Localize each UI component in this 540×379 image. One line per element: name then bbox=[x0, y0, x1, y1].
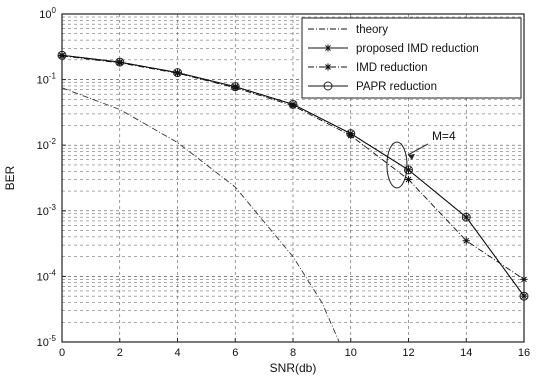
data-point-circle bbox=[173, 68, 182, 78]
x-axis-label: SNR(db) bbox=[270, 361, 317, 375]
legend-box bbox=[301, 17, 522, 99]
x-tick-label: 2 bbox=[117, 347, 123, 359]
annotation-label: M=4 bbox=[432, 129, 456, 143]
legend: theory proposed IMD reduction IMD reductio… bbox=[301, 17, 522, 99]
y-axis-ticks: 100 10-1 10-2 10-3 10-4 10-5 bbox=[37, 6, 66, 349]
series-line-3 bbox=[61, 54, 525, 297]
data-point-circle bbox=[57, 50, 67, 60]
y-tick-label: 10-4 bbox=[37, 268, 57, 283]
y-tick-label: 10-5 bbox=[37, 334, 57, 349]
y-tick-label: 10-2 bbox=[37, 137, 57, 152]
annotation-arrowhead bbox=[407, 153, 415, 160]
data-point-star bbox=[289, 102, 297, 110]
data-point-circle bbox=[519, 291, 529, 301]
legend-label: PAPR reduction bbox=[356, 81, 437, 93]
x-tick-label: 8 bbox=[290, 347, 296, 359]
data-point-star bbox=[404, 175, 413, 184]
legend-item: IMD reduction bbox=[308, 62, 428, 74]
data-point-star bbox=[116, 59, 124, 67]
x-tick-label: 4 bbox=[174, 347, 180, 359]
x-tick-label: 12 bbox=[402, 347, 414, 359]
legend-star-marker bbox=[324, 44, 332, 52]
x-tick-label: 10 bbox=[345, 347, 357, 359]
legend-item: proposed IMD reduction bbox=[308, 43, 479, 55]
data-point-star bbox=[231, 84, 239, 92]
data-point-circle bbox=[461, 212, 471, 222]
x-tick-label: 0 bbox=[59, 347, 65, 359]
x-tick-label: 14 bbox=[460, 347, 472, 359]
annotation-ellipse bbox=[386, 141, 408, 189]
series-line-0 bbox=[61, 87, 340, 343]
y-tick-label: 10-3 bbox=[37, 203, 57, 218]
y-axis-label: BER bbox=[3, 165, 17, 190]
data-point-star bbox=[58, 52, 66, 60]
data-point-star bbox=[520, 292, 528, 300]
x-axis-ticks: 0 2 4 6 8 10 12 14 16 bbox=[59, 338, 530, 359]
series-layer bbox=[57, 50, 529, 343]
data-point-star bbox=[520, 275, 528, 284]
legend-label: IMD reduction bbox=[356, 62, 428, 74]
legend-label: proposed IMD reduction bbox=[356, 43, 479, 55]
y-tick-label: 10-1 bbox=[37, 72, 57, 87]
data-point-circle bbox=[115, 57, 125, 67]
data-point-circle bbox=[404, 165, 413, 175]
x-tick-label: 16 bbox=[518, 347, 530, 359]
legend-item: theory bbox=[308, 24, 388, 36]
data-point-circle bbox=[288, 99, 298, 109]
data-point-star bbox=[462, 237, 470, 245]
y-tick-label: 100 bbox=[39, 6, 56, 21]
legend-label: theory bbox=[356, 24, 388, 36]
data-point-circle bbox=[230, 82, 240, 92]
legend-circle-marker bbox=[323, 81, 333, 91]
data-point-circle bbox=[346, 129, 356, 139]
legend-star-marker bbox=[324, 63, 332, 71]
data-point-star bbox=[347, 132, 355, 140]
annotation-m4: M=4 bbox=[386, 129, 456, 189]
x-tick-label: 6 bbox=[232, 347, 238, 359]
legend-item: PAPR reduction bbox=[308, 81, 437, 93]
annotation-arrow bbox=[407, 143, 429, 156]
data-point-star bbox=[173, 69, 182, 77]
